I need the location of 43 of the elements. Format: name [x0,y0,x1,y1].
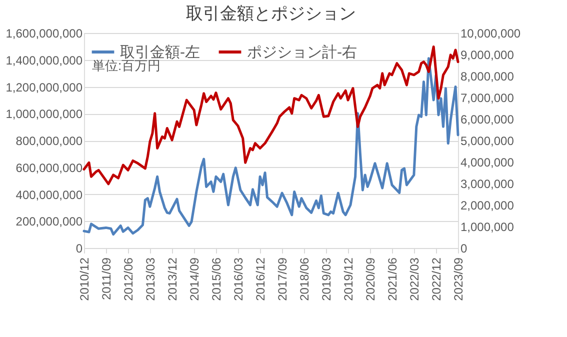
y-tick-label: 1,000,000,000 [6,107,83,122]
y-tick-label: 400,000,000 [16,188,83,202]
line-series [82,46,460,186]
y-tick-label: 800,000,000 [16,134,83,148]
x-tick-label: 2010/12 [78,257,92,301]
x-tick-label: 2011/09 [100,257,114,300]
x-tick-label: 2012/06 [122,257,136,301]
y2-tick-label: 3,000,000 [460,177,514,191]
x-tick-label: 2021/06 [385,257,400,301]
y-tick-label: 1,400,000,000 [6,53,83,68]
legend-label: 取引金額-左 [120,44,200,61]
legend-label: ポジション計-右 [247,44,357,61]
x-tick-label: 2016/03 [231,257,246,301]
y2-tick-label: 9,000,000 [460,48,514,62]
x-tick-label: 2018/06 [297,257,312,301]
x-tick-label: 2013/12 [166,257,180,301]
x-tick-label: 2017/09 [276,257,290,301]
y2-tick-label: 6,000,000 [460,112,514,126]
y2-tick-label: 10,000,000 [460,26,521,40]
x-tick-label: 2013/03 [143,257,158,301]
y2-tick-label: 8,000,000 [460,70,514,84]
chart-title: 取引金額とポジション [186,4,356,23]
x-tick-label: 2023/09 [452,257,466,301]
y2-tick-label: 7,000,000 [460,91,514,105]
y-tick-label: 600,000,000 [16,160,83,175]
y2-tick-label: 5,000,000 [460,134,514,148]
x-tick-label: 2022/12 [429,257,444,301]
x-tick-label: 2019/03 [319,257,334,301]
y-tick-label: 200,000,000 [16,214,83,229]
y2-tick-label: 4,000,000 [460,156,514,170]
x-tick-label: 2022/03 [407,257,422,301]
x-tick-label: 2015/06 [209,257,224,301]
x-tick-label: 2016/12 [254,257,268,301]
y2-tick-label: 0 [460,242,468,256]
y-tick-label: 1,200,000,000 [6,80,83,94]
y2-tick-label: 1,000,000 [460,220,514,234]
y-tick-label: 0 [76,242,83,256]
x-tick-label: 2020/09 [364,257,378,301]
x-tick-label: 2019/12 [341,257,356,301]
x-tick-label: 2014/09 [188,257,202,301]
annotation: 単位:百万円 [92,58,161,73]
y2-tick-label: 2,000,000 [460,198,514,212]
y-tick-label: 1,600,000,000 [6,26,83,40]
